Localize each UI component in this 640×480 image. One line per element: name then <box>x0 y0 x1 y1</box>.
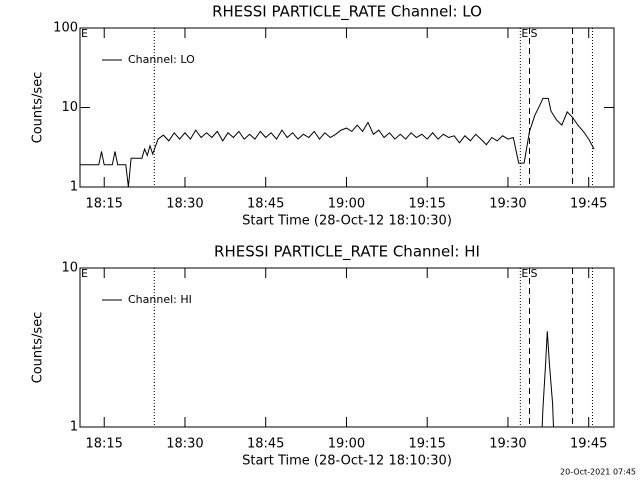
footer: 20-Oct-2021 07:45 <box>560 468 636 477</box>
data-line <box>80 97 595 187</box>
x-tick-label: 19:00 <box>328 437 365 452</box>
x-tick-label: 18:30 <box>166 197 203 212</box>
y-axis-label: Counts/sec <box>31 72 46 144</box>
data-line <box>541 331 554 427</box>
flag-label: E <box>81 267 88 280</box>
x-tick-label: 18:15 <box>85 437 122 452</box>
flag-label: E <box>521 27 528 40</box>
x-tick-label: 18:30 <box>166 437 203 452</box>
legend-label: Channel: HI <box>128 293 192 306</box>
x-tick-label: 19:30 <box>489 197 526 212</box>
x-tick-label: 18:15 <box>85 197 122 212</box>
y-tick-label: 100 <box>53 21 78 36</box>
x-tick-label: 18:45 <box>247 437 284 452</box>
flag-label: E <box>521 267 528 280</box>
y-tick-label: 10 <box>61 100 78 115</box>
flag-label: S <box>530 267 537 280</box>
chart-title: RHESSI PARTICLE_RATE Channel: LO <box>212 3 482 22</box>
x-tick-label: 19:15 <box>408 197 445 212</box>
legend-label: Channel: LO <box>128 53 195 66</box>
chart-title: RHESSI PARTICLE_RATE Channel: HI <box>214 243 480 262</box>
x-tick-label: 19:00 <box>328 197 365 212</box>
y-axis-label: Counts/sec <box>31 312 46 384</box>
flag-label: E <box>81 27 88 40</box>
x-axis-label: Start Time (28-Oct-12 18:10:30) <box>242 454 452 469</box>
flag-label: S <box>530 27 537 40</box>
plot-frame <box>79 27 615 188</box>
x-tick-label: 19:15 <box>408 437 445 452</box>
plot-frame <box>79 267 615 428</box>
x-axis-label: Start Time (28-Oct-12 18:10:30) <box>242 214 452 229</box>
y-tick-label: 1 <box>70 420 78 435</box>
x-tick-label: 19:45 <box>570 197 607 212</box>
y-tick-label: 1 <box>70 180 78 195</box>
x-tick-label: 19:45 <box>570 437 607 452</box>
x-tick-label: 19:30 <box>489 437 526 452</box>
y-tick-label: 10 <box>61 261 78 276</box>
x-tick-label: 18:45 <box>247 197 284 212</box>
